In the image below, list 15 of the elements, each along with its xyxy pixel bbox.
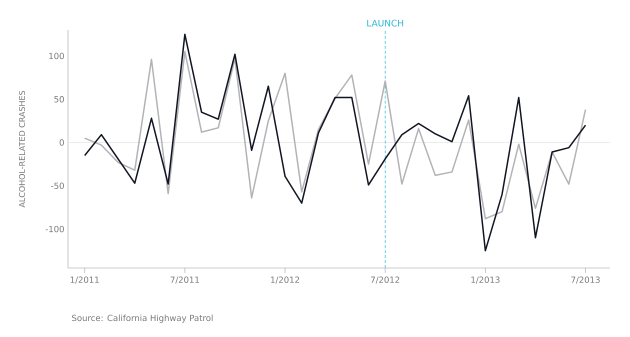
ref-line-label: LAUNCH — [367, 20, 404, 26]
x-tick-label: 7/2012 — [370, 276, 400, 284]
x-tick-label: 1/2013 — [471, 276, 500, 284]
x-tick-label: 1/2011 — [70, 276, 99, 284]
x-tick-label: 7/2011 — [170, 276, 199, 284]
line-series — [84, 34, 586, 252]
x-tick-label: 1/2012 — [271, 276, 300, 284]
line-series — [84, 50, 586, 220]
y-tick-label: 0 — [60, 139, 64, 146]
x-tick-label: 7/2013 — [571, 276, 600, 284]
y-tick-label: -50 — [51, 182, 64, 189]
y-tick-label: 100 — [49, 52, 64, 60]
source-note: Source: California Highway Patrol — [72, 314, 213, 323]
y-tick-label: 50 — [54, 96, 64, 102]
y-tick-label: -100 — [46, 226, 64, 232]
